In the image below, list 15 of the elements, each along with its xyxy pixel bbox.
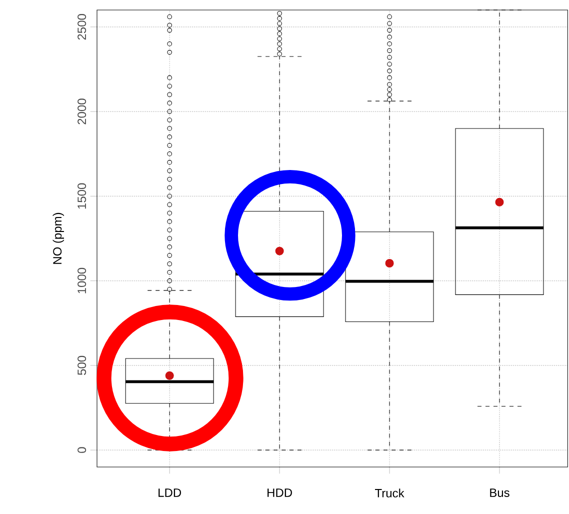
y-tick-label: 500 — [78, 356, 86, 375]
y-tick-label: 0 — [78, 447, 86, 453]
y-tick-label: 1500 — [78, 183, 86, 209]
y-axis-title: NO (ppm) — [52, 212, 64, 264]
point — [385, 258, 394, 268]
x-tick-label: LDD — [158, 488, 182, 497]
y-tick-label: 2500 — [78, 14, 86, 40]
x-tick-label: HDD — [268, 488, 292, 497]
point — [165, 371, 174, 380]
x-tick-label: Truck — [375, 488, 404, 498]
x-tick-label: Bus — [490, 488, 510, 497]
y-tick-label: 1000 — [78, 268, 86, 294]
point — [275, 246, 284, 256]
y-tick-label: 2000 — [78, 98, 86, 124]
point — [495, 198, 504, 206]
